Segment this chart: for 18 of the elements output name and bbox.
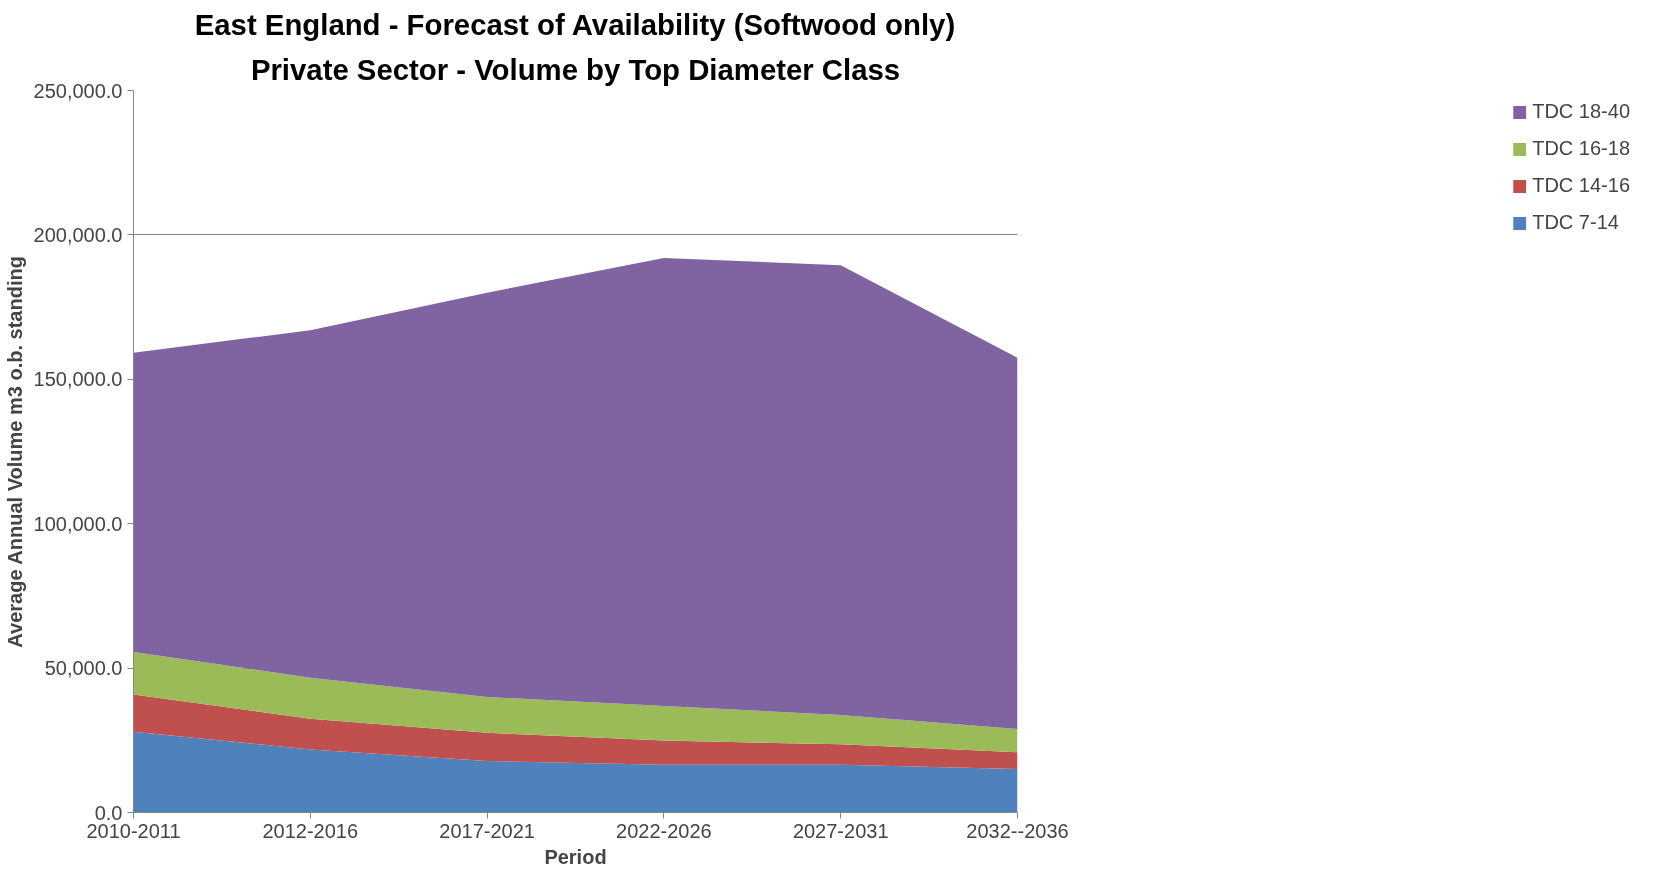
chart-title: East England - Forecast of Availability (Softwood only)	[194, 7, 956, 41]
y-tick-label: 250,000.0	[33, 79, 123, 102]
chart-subtitle: Private Sector - Volume by Top Diameter Class	[250, 52, 901, 86]
y-tick-label: 100,000.0	[33, 512, 123, 535]
x-tick-label: 2012-2016	[262, 819, 359, 842]
x-axis-title: Period	[544, 845, 607, 868]
x-tick-label: 2032--2036	[966, 819, 1069, 842]
x-tick-label: 2017-2021	[439, 819, 535, 842]
y-tick-label: 50,000.0	[44, 657, 123, 680]
y-tick-label: 200,000.0	[33, 223, 123, 246]
legend-label: TDC 14-16	[1532, 174, 1630, 197]
y-axis-title: Average Annual Volume m3 o.b. standing	[3, 256, 26, 648]
x-tick-label: 2027-2031	[792, 819, 889, 842]
legend-label: TDC 18-40	[1532, 100, 1630, 123]
x-tick-label: 2022-2026	[616, 819, 712, 842]
y-tick-label: 150,000.0	[33, 368, 123, 391]
legend-label: TDC 16-18	[1532, 137, 1630, 160]
legend-label: TDC 7-14	[1532, 211, 1619, 234]
